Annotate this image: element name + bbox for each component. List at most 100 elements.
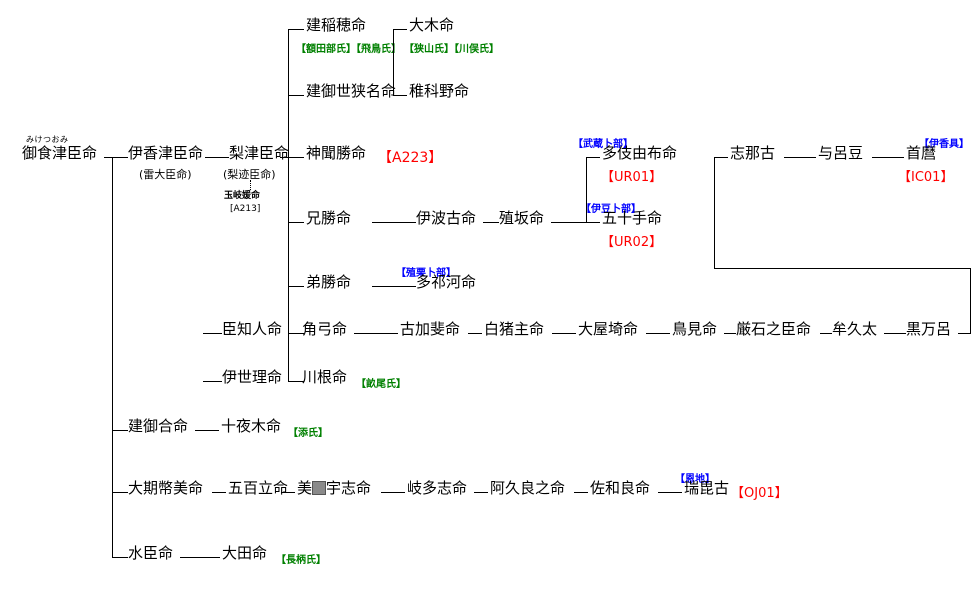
connector-takemiyosana <box>288 95 304 96</box>
node-mi-ushi: 美宇志命 <box>297 479 372 497</box>
connector-shinago-yorozu <box>784 157 816 158</box>
connector-otokatsu <box>288 286 304 287</box>
node-iwako: 伊波古命 <box>416 209 477 227</box>
node-takemiyosana: 建御世狭名命 <box>306 82 397 100</box>
connector-loop-right-vertical <box>970 268 971 334</box>
node-iwashinoomi: 厳石之臣命 <box>736 320 812 338</box>
clan-tag-toyoki: 【添氏】 <box>288 428 328 439</box>
connector-kitashi-akura <box>474 492 488 493</box>
node-ookinomikoto: 大木命 <box>409 16 455 34</box>
code-tag-mizuhiko: 【OJ01】 <box>731 486 788 501</box>
node-kokabi: 古加斐命 <box>400 320 461 338</box>
node-sawara: 佐和良命 <box>590 479 651 497</box>
node-akuranoshi: 阿久良之命 <box>490 479 566 497</box>
node-toyoki: 十夜木命 <box>221 417 282 435</box>
connector-akura-sawara <box>574 492 588 493</box>
connector-isetori-in <box>203 381 222 382</box>
clan-tag-takikawa: 【殖栗卜部】 <box>396 268 456 279</box>
node-takiyufu: 多伎由布命 <box>602 144 678 162</box>
code-tag-obitomaro: 【IC01】 <box>898 170 954 185</box>
connector-iotate-miushi <box>281 492 295 493</box>
clan-tag-takeinaho: 【額田部氏】【飛鳥氏】 <box>296 44 401 55</box>
node-shirainushi: 白猪主命 <box>484 320 545 338</box>
connector-kuromaro-loop-out <box>958 333 971 334</box>
clan-tag-mizuhiko: 【恩地】 <box>675 474 715 485</box>
node-nashitsuomi-alias: (梨迹臣命) <box>223 168 276 181</box>
node-omichihito: 臣知人命 <box>222 320 283 338</box>
node-wakashinano: 稚科野命 <box>409 82 470 100</box>
bus-ikatsuomi-children <box>112 157 113 557</box>
connector-takemiai <box>112 430 128 431</box>
node-isote: 五十手命 <box>602 209 663 227</box>
connector-yorozu-obitomaro <box>872 157 904 158</box>
connector-sawara-mizuhiko <box>658 492 682 493</box>
bus-uesaka-children <box>586 157 587 222</box>
connector-tomi-iwashi <box>724 333 736 334</box>
connector-otokatsu-takikawa <box>372 286 416 287</box>
node-ooyasaki: 大屋埼命 <box>578 320 639 338</box>
node-mukuta: 牟久太 <box>832 320 878 338</box>
bus-takeinaho-children <box>393 29 394 95</box>
node-takikawa: 多祁河命 <box>416 273 477 291</box>
node-takeinahonomikoto: 建稲穂命 <box>306 16 367 34</box>
node-ikatsuomi-alias: (雷大臣命) <box>139 168 192 181</box>
node-yorozu: 与呂豆 <box>818 144 864 162</box>
connector-takiyu <box>586 157 600 158</box>
connector-isote <box>586 222 600 223</box>
node-ikatsuomi: 伊香津臣命 <box>128 144 204 162</box>
connector-loop-left-vertical <box>714 157 715 269</box>
marriage-dotted-line <box>250 180 251 190</box>
connector-mizuomi <box>112 557 128 558</box>
node-iotate: 五百立命 <box>228 479 289 497</box>
node-takemiai: 建御合命 <box>128 417 189 435</box>
connector-miushi-kitashi <box>381 492 405 493</box>
node-shinago: 志那古 <box>730 144 776 162</box>
node-ookinusa: 大期幣美命 <box>128 479 204 497</box>
connector-omichihito-tsunoyumi <box>290 333 302 334</box>
node-ekatsu: 兄勝命 <box>306 209 352 227</box>
bus-nashitsu-children <box>288 29 289 381</box>
clan-tag-obitomaro: 【伊香具】 <box>919 139 969 150</box>
code-tag-isote: 【UR02】 <box>601 235 663 250</box>
clan-tag-isote: 【伊豆卜部】 <box>581 204 641 215</box>
connector-takeinaho <box>288 29 304 30</box>
connector-mizuomi-oota <box>180 557 220 558</box>
node-mikketsuomi: 御食津臣命 <box>22 144 98 162</box>
connector-nashitsu-stub <box>280 157 288 158</box>
clan-tag-kawane: 【畝尾氏】 <box>356 379 406 390</box>
clan-tag-oota: 【長柄氏】 <box>276 555 326 566</box>
node-obitomaro: 首麿 <box>906 144 937 162</box>
connector-omichihito-in <box>203 333 222 334</box>
node-mi-ushi-prefix: 美 <box>297 479 313 497</box>
clan-tag-ooki: 【狭山氏】【川俣氏】 <box>404 44 499 55</box>
connector-takemiai-toyoki <box>195 430 219 431</box>
connector-ookinusa <box>112 492 128 493</box>
connector-ekatsu-iwako <box>372 222 416 223</box>
node-tamakihime-code: [A213] <box>230 204 261 214</box>
connector-uesaka-bus <box>551 222 586 223</box>
connector-ooyasaki-tomi <box>646 333 670 334</box>
connector-wakashinano <box>393 95 407 96</box>
connector-mukuta-kuromaro <box>884 333 906 334</box>
node-mi-ushi-suffix: 宇志命 <box>326 479 372 497</box>
code-tag-takiyu: 【UR01】 <box>601 170 663 185</box>
connector-loop-to-shinago <box>714 157 728 158</box>
node-nashitsuomi: 梨津臣命 <box>229 144 290 162</box>
node-mizuomi: 水臣命 <box>128 544 174 562</box>
connector-kamuki <box>288 157 304 158</box>
connector-kokabi-shirainushi <box>468 333 482 334</box>
node-oota: 大田命 <box>222 544 268 562</box>
node-tomi: 鳥見命 <box>672 320 718 338</box>
connector-ekatsu <box>288 222 304 223</box>
root-ruby: みけつおみ <box>26 135 69 144</box>
node-mizuhiko: 瑞毘古 <box>684 479 730 497</box>
connector-root-ikatsuomi <box>104 157 128 158</box>
connector-ikatsuomi-nashitsu <box>205 157 229 158</box>
node-kawane: 川根命 <box>302 368 348 386</box>
connector-loop-horizontal <box>714 268 971 269</box>
clan-tag-takiyu: 【武蔵卜部】 <box>573 139 633 150</box>
missing-character-icon <box>312 481 327 495</box>
node-tamakihime: 玉岐媛命 <box>224 191 261 201</box>
code-tag-kamuki: 【A223】 <box>378 150 443 166</box>
